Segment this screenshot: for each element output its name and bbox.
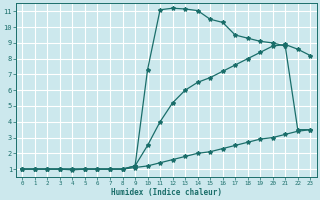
X-axis label: Humidex (Indice chaleur): Humidex (Indice chaleur): [111, 188, 222, 197]
